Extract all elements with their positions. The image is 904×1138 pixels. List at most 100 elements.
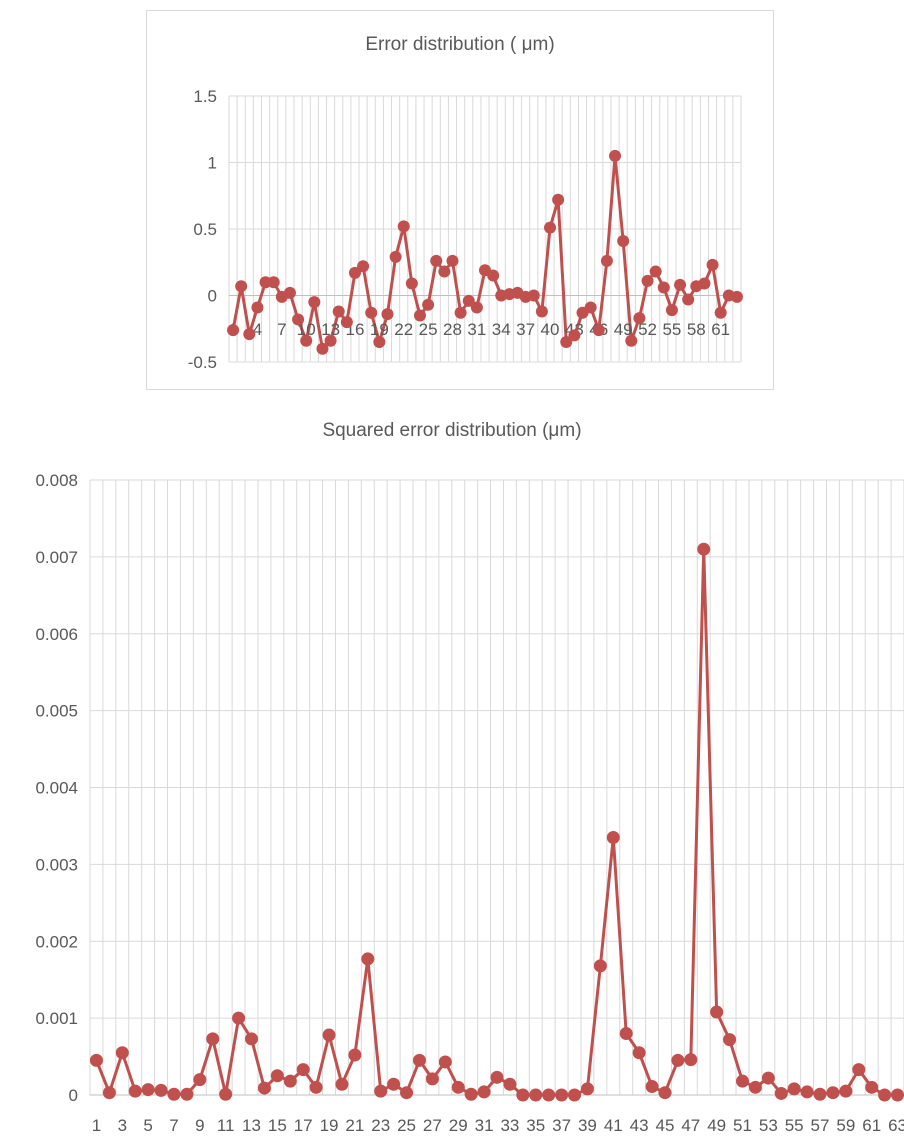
squared-error-chart-data-point [477,1085,491,1099]
squared-error-chart-x-tick-label: 55 [785,1116,804,1135]
squared-error-chart-data-point [568,1088,582,1102]
squared-error-chart-x-tick-label: 37 [552,1116,571,1135]
error-chart-data-point [397,220,410,233]
squared-error-chart-data-point [813,1087,827,1101]
error-chart-x-tick-label: 40 [541,320,560,339]
error-chart-data-point [308,296,321,309]
error-chart-data-point [243,328,256,341]
squared-error-chart-data-point [141,1083,155,1097]
squared-error-chart-y-tick-label: 0.001 [35,1009,78,1028]
squared-error-chart-y-tick-label: 0.003 [35,855,78,874]
error-chart-data-point [462,294,475,307]
error-chart-data-point [698,277,711,290]
error-chart-y-tick-label: 0.5 [193,220,217,239]
error-chart-x-tick-label: 19 [370,320,389,339]
error-chart-data-point [251,301,264,314]
error-chart-x-tick-label: 52 [638,320,657,339]
squared-error-chart-x-tick-label: 21 [345,1116,364,1135]
squared-error-chart-data-point [219,1087,233,1101]
squared-error-chart-data-point [723,1033,737,1047]
squared-error-chart-data-point [555,1088,569,1102]
squared-error-chart-x-tick-label: 53 [759,1116,778,1135]
squared-error-chart-series-line [95,547,898,1097]
error-chart-data-point [332,305,345,318]
error-chart-x-tick-label: 49 [614,320,633,339]
squared-error-chart-data-point [464,1087,478,1101]
squared-error-chart-data-point [529,1088,543,1102]
error-chart-data-point [324,334,337,347]
error-chart-data-point [641,274,654,287]
squared-error-chart-data-point [593,959,607,973]
error-chart-data-point [665,304,678,317]
squared-error-chart-data-point [684,1053,698,1067]
squared-error-chart-data-point [348,1048,362,1062]
error-chart-y-tick-label: 1 [208,154,217,173]
error-chart-data-point [454,306,467,319]
error-chart-x-tick-label: 58 [687,320,706,339]
squared-error-chart-y-tick-label: 0.004 [35,779,78,798]
error-chart-data-point [430,254,443,267]
error-chart-data-point [292,313,305,326]
error-chart-x-tick-label: 55 [662,320,681,339]
squared-error-chart-x-tick-label: 1 [92,1116,101,1135]
error-chart-data-point [283,286,296,299]
squared-error-chart-x-tick-label: 15 [268,1116,287,1135]
squared-error-chart-data-point [451,1080,465,1094]
squared-error-chart-data-point [606,830,620,844]
squared-error-chart-data-point [632,1046,646,1060]
error-chart-x-tick-label: 4 [253,320,262,339]
squared-error-chart-data-point [283,1074,297,1088]
error-chart-data-point [584,301,597,314]
squared-error-chart-x-tick-label: 35 [526,1116,545,1135]
squared-error-chart-x-tick-label: 47 [681,1116,700,1135]
squared-error-chart-y-tick-label: 0 [69,1086,78,1105]
squared-error-chart-data-point [193,1073,207,1087]
squared-error-chart-x-tick-label: 31 [475,1116,494,1135]
squared-error-chart-data-point [425,1072,439,1086]
squared-error-chart-data-point [102,1086,116,1100]
squared-error-chart-x-tick-label: 33 [500,1116,519,1135]
squared-error-chart-x-tick-label: 51 [733,1116,752,1135]
error-chart-data-point [340,316,353,329]
error-chart-x-tick-label: 10 [297,320,316,339]
squared-error-chart-x-tick-label: 45 [656,1116,675,1135]
error-chart-title: Error distribution ( μm) [365,34,555,55]
squared-error-chart-data-point [619,1027,633,1040]
error-chart-data-point [535,305,548,318]
error-chart-data-point [365,306,378,319]
error-chart-data-point [552,193,565,206]
squared-error-chart-data-point [748,1080,762,1094]
error-chart-data-point [389,250,402,263]
squared-error-chart-data-point [167,1087,181,1101]
error-chart-data-point [527,289,540,302]
squared-error-chart-data-point [400,1086,414,1100]
squared-error-chart-data-point [735,1074,749,1088]
squared-error-chart-y-tick-label: 0.006 [35,625,78,644]
squared-error-chart-data-point [387,1077,401,1091]
squared-error-chart-data-point [516,1088,530,1102]
squared-error-chart-data-point [245,1032,259,1046]
squared-error-chart-data-point [309,1080,323,1094]
error-chart: 1.510.50-0.51471013161922252831343740434… [188,87,743,372]
error-chart-data-point [625,334,638,347]
squared-error-chart-data-point [645,1080,659,1094]
squared-error-chart-data-point [115,1046,129,1060]
error-chart-data-point [267,276,280,289]
squared-error-chart-data-point [710,1005,724,1019]
squared-error-chart-data-point [774,1086,788,1100]
squared-error-chart-x-tick-label: 19 [320,1116,339,1135]
squared-error-chart-x-tick-label: 41 [604,1116,623,1135]
squared-error-chart-data-point [374,1084,388,1098]
error-chart-data-point [227,324,240,337]
error-chart-data-point [633,312,646,325]
squared-error-chart-data-point [206,1032,220,1046]
error-chart-x-tick-label: 37 [516,320,535,339]
squared-error-chart-y-tick-label: 0.005 [35,702,78,721]
squared-error-chart-x-tick-label: 29 [449,1116,468,1135]
squared-error-chart-data-point [180,1087,194,1101]
error-chart-x-tick-label: 13 [321,320,340,339]
squared-error-chart-data-point [412,1053,426,1067]
error-chart-data-point [235,280,248,293]
error-chart-data-point [592,324,605,337]
